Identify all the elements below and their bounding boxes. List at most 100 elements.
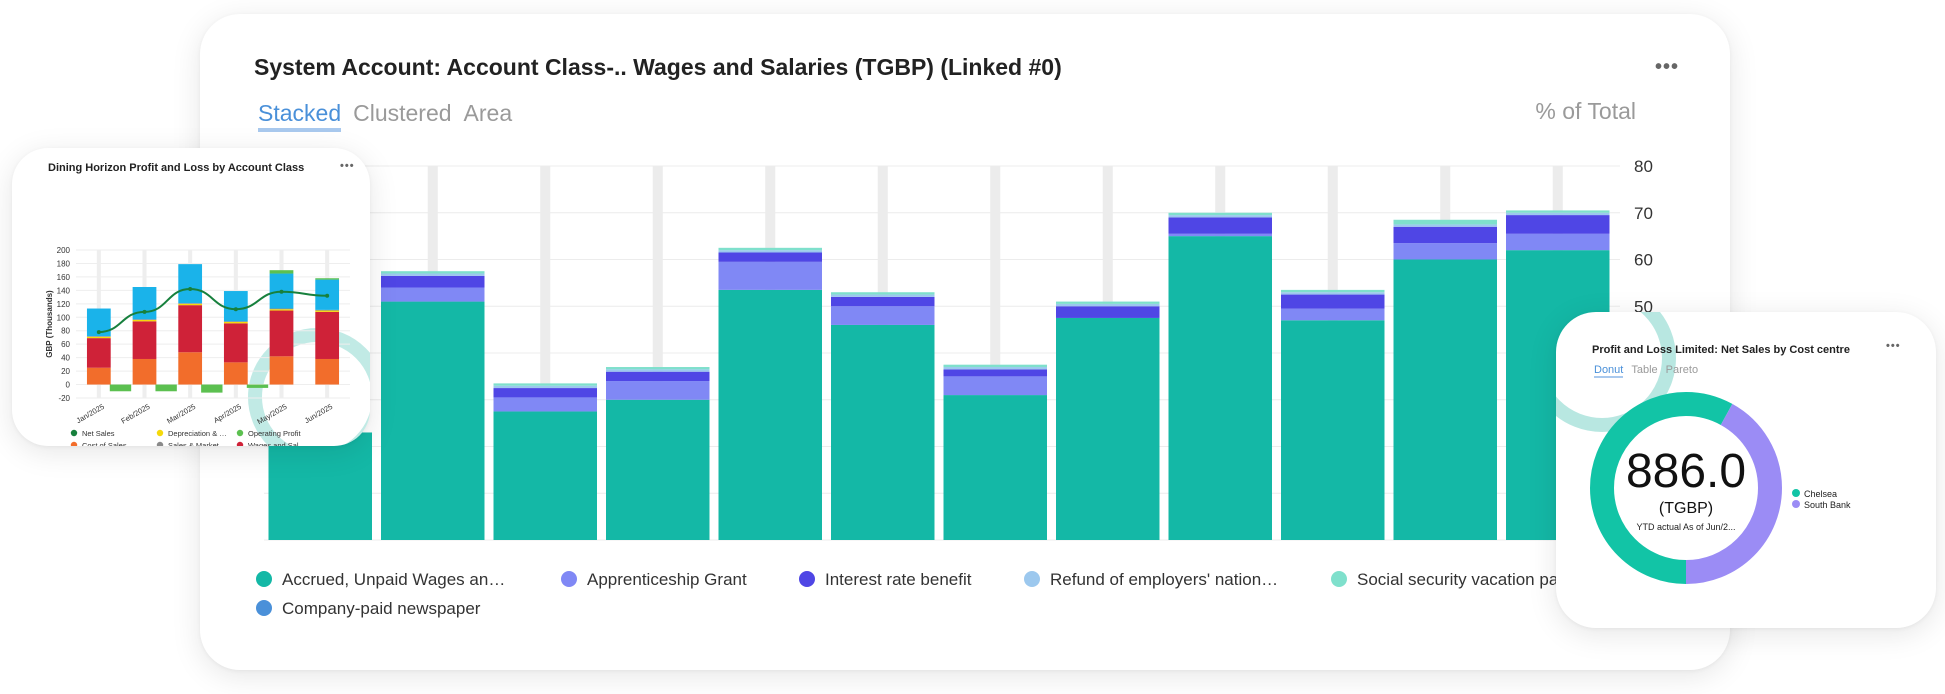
bar-segment [132, 321, 157, 359]
legend-label: Chelsea [1804, 489, 1838, 499]
bar-segment [86, 336, 111, 339]
bar-segment [1168, 217, 1272, 234]
donut-caption: YTD actual As of Jun/2... [1636, 522, 1736, 532]
legend-item-south-bank[interactable]: South Bank [1792, 500, 1851, 510]
net-sales-point [96, 330, 101, 335]
bar-segment [269, 356, 294, 385]
tab-donut[interactable]: Donut [1594, 364, 1624, 378]
y-tick-label: 140 [57, 286, 71, 295]
legend-swatch [70, 441, 78, 446]
legend-item[interactable]: Apprenticeship Grant [561, 570, 747, 590]
bar-segment [132, 287, 157, 320]
bar-segment [943, 376, 1047, 396]
legend-item[interactable]: Company-paid newspaper [256, 599, 480, 619]
legend-swatch [1792, 489, 1800, 497]
bar-segment [718, 261, 822, 290]
x-tick-label: Mar/2025 [165, 402, 197, 426]
legend-item[interactable]: Social security vacation pa [1331, 570, 1558, 590]
y-tick-label: 180 [57, 259, 71, 268]
legend-swatch [799, 571, 815, 587]
bar-segment [1168, 215, 1272, 218]
x-tick-label: May/2025 [1408, 553, 1483, 554]
bar-segment [315, 311, 340, 359]
profit-loss-card: Dining Horizon Profit and Loss by Accoun… [12, 148, 370, 446]
x-tick-label: Apr/2025 [1298, 553, 1367, 554]
x-tick-label: Feb/2025 [1072, 553, 1144, 554]
bar-segment [831, 292, 935, 295]
x-tick-label: Feb/2025 [120, 402, 152, 426]
x-tick-label: Aug/2024 [396, 553, 469, 554]
bar-segment [606, 369, 710, 372]
bar-segment [1393, 224, 1497, 227]
ns-chart-title: Profit and Loss Limited: Net Sales by Co… [1592, 344, 1850, 356]
legend-swatch [236, 429, 244, 437]
net-sales-donut [1590, 392, 1782, 584]
bar-segment [268, 432, 372, 540]
bar-segment [178, 305, 203, 353]
y-tick-label: 80 [1634, 157, 1653, 176]
legend-item[interactable]: Accrued, Unpaid Wages an… [256, 570, 505, 590]
category-band [540, 166, 551, 540]
bar-segment [1393, 226, 1497, 244]
bar-segment [943, 369, 1047, 377]
bar-segment [1281, 292, 1385, 295]
bar-segment [718, 252, 822, 262]
bar-segment [831, 306, 935, 325]
x-tick-label: Jan/2025 [75, 402, 106, 425]
x-tick-label: May/2025 [255, 402, 288, 426]
y-tick-label: -20 [58, 394, 70, 403]
tab-stacked[interactable]: Stacked [258, 100, 342, 132]
legend-label: Social security vacation pa [1357, 570, 1559, 589]
donut-slice [1590, 392, 1782, 584]
bar-segment [381, 275, 485, 288]
tab-clustered[interactable]: Clustered [353, 100, 452, 126]
percent-of-total-toggle[interactable]: % of Total [1535, 98, 1636, 124]
chart-title: System Account: Account Class-.. Wages a… [254, 54, 1062, 80]
y-tick-label: 200 [57, 246, 71, 255]
ns-more-options-icon[interactable]: ••• [1886, 340, 1901, 352]
wages-salaries-chart-card: System Account: Account Class-.. Wages a… [200, 14, 1730, 670]
legend-item-chelsea[interactable]: Chelsea [1792, 489, 1837, 499]
bar-segment [381, 273, 485, 276]
bar-segment [493, 383, 597, 386]
tab-table[interactable]: Table [1631, 364, 1658, 376]
bar-segment [223, 321, 248, 322]
bar-segment [223, 362, 248, 385]
bar-segment [1056, 301, 1160, 304]
legend-swatch [1024, 571, 1040, 587]
legend-swatch [256, 571, 272, 587]
bar-segment [493, 385, 597, 389]
net-sales-point [233, 307, 238, 312]
legend-item[interactable]: Refund of employers' nation… [1024, 570, 1278, 590]
legend-item[interactable]: Interest rate benefit [799, 570, 971, 590]
stacked-bar-chart: 50607080Jul/2024Aug/2024Sep/2024Oct/2024… [264, 157, 1653, 554]
legend-swatch [156, 441, 164, 446]
bar-segment [493, 411, 597, 540]
tab-area[interactable]: Area [463, 100, 513, 126]
y-tick-label: 60 [1634, 251, 1653, 270]
bar-segment [132, 319, 157, 322]
more-options-icon[interactable]: ••• [1655, 56, 1680, 78]
y-tick-label: 120 [57, 300, 71, 309]
y-tick-label: 100 [57, 313, 71, 322]
bar-segment [315, 278, 340, 280]
bar-segment [269, 308, 294, 310]
legend-swatch [1792, 500, 1800, 508]
bar-segment [381, 301, 485, 540]
category-band [652, 166, 663, 540]
bar-segment [86, 308, 111, 337]
legend-label: Refund of employers' nation… [1050, 570, 1279, 589]
donut-total-value: 886.0 [1625, 445, 1747, 498]
bar-segment [1056, 303, 1160, 307]
bar-segment [132, 358, 157, 385]
x-tick-label: Apr/2025 [212, 402, 243, 425]
pl-more-options-icon[interactable]: ••• [340, 160, 355, 172]
bar-segment [269, 270, 294, 274]
legend-label: Operating Profit [248, 429, 301, 438]
legend-swatch [561, 571, 577, 587]
bar-segment [493, 397, 597, 412]
bar-segment [246, 384, 269, 388]
bar-segment [381, 271, 485, 274]
tab-pareto[interactable]: Pareto [1665, 364, 1699, 376]
legend-label: Interest rate benefit [825, 570, 972, 589]
